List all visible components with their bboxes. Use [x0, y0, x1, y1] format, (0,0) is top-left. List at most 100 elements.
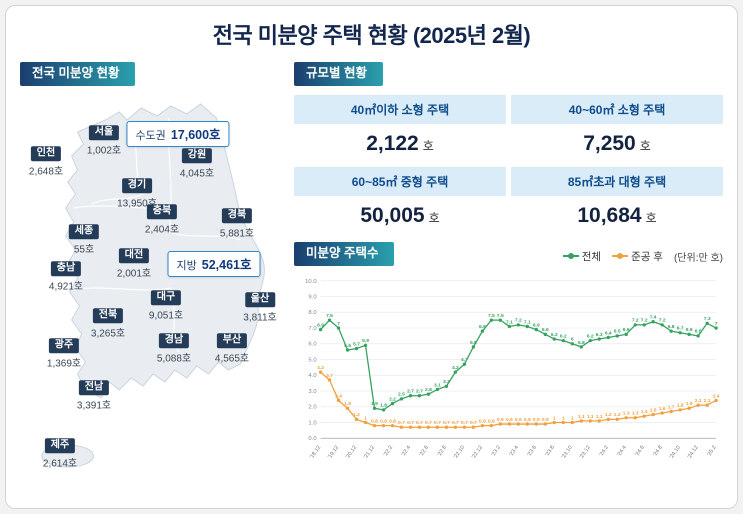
- region-name-chip: 울산: [244, 292, 276, 308]
- svg-text:1.2: 1.2: [353, 412, 360, 418]
- region-daejeon: 대전 2,001호: [117, 248, 151, 280]
- local-total-label: 지방: [176, 259, 197, 272]
- chart-panel: 미분양 주택수 전체 준공 후 (단위:만 호) 0.0 1.0 2.0 3.0 4.: [294, 241, 723, 482]
- region-busan: 부산 4,565호: [215, 333, 249, 365]
- svg-text:7.3: 7.3: [704, 316, 711, 322]
- region-name-chip: 인천: [30, 146, 62, 162]
- svg-text:'21.12: '21.12: [363, 444, 376, 459]
- svg-text:1.4: 1.4: [641, 409, 648, 415]
- region-value: 2,404호: [144, 224, 180, 236]
- svg-text:2.5: 2.5: [398, 391, 405, 397]
- korea-map: 수도권 17,600호 지방 52,461호 서울 1,002호 인천 2,64…: [20, 90, 282, 490]
- svg-text:1.7: 1.7: [668, 404, 675, 410]
- svg-text:7.2: 7.2: [659, 317, 666, 323]
- svg-text:6.6: 6.6: [623, 327, 630, 333]
- size-cell-40to60: 40~60㎡ 소형 주택 7,250 호: [511, 94, 723, 158]
- region-value: 3,811호: [243, 312, 277, 324]
- svg-text:0.7: 0.7: [443, 420, 450, 426]
- region-name-chip: 강원: [181, 148, 213, 164]
- region-name-chip: 경북: [221, 208, 253, 224]
- svg-text:5.8: 5.8: [578, 339, 585, 345]
- svg-text:0.7: 0.7: [461, 420, 468, 426]
- svg-text:1: 1: [553, 415, 556, 421]
- svg-text:7: 7: [715, 320, 718, 326]
- region-sejong: 세종 55호: [68, 224, 100, 256]
- region-value: 55호: [73, 244, 95, 256]
- svg-text:5.9: 5.9: [362, 338, 369, 344]
- size-cell-60to85: 60~85㎡ 중형 주택 50,005 호: [294, 166, 506, 230]
- svg-text:'20.12: '20.12: [345, 444, 358, 459]
- size-cell-label: 40㎡이하 소형 주택: [294, 94, 506, 124]
- size-unit: 호: [645, 210, 657, 225]
- svg-text:0.8: 0.8: [488, 418, 495, 424]
- size-unit: 호: [422, 138, 434, 153]
- local-total-value: 52,461호: [201, 257, 252, 272]
- svg-text:7.2: 7.2: [632, 317, 639, 323]
- svg-text:6.0: 6.0: [308, 341, 317, 347]
- svg-text:4.0: 4.0: [308, 373, 317, 379]
- svg-text:6.2: 6.2: [587, 333, 594, 339]
- region-value: 4,565호: [214, 353, 250, 365]
- svg-text:6.8: 6.8: [668, 324, 675, 330]
- size-number: 10,684: [577, 203, 642, 227]
- chart-unit-note: (단위:만 호): [673, 252, 723, 264]
- svg-text:6.4: 6.4: [605, 330, 612, 336]
- svg-text:'23.6: '23.6: [526, 444, 538, 457]
- region-value: 3,265호: [90, 328, 126, 340]
- province-border-lines: [71, 117, 241, 353]
- svg-text:6.5: 6.5: [695, 328, 702, 334]
- line-dot-marker-icon: [562, 252, 579, 260]
- svg-text:6.2: 6.2: [560, 333, 567, 339]
- svg-text:10.0: 10.0: [305, 278, 317, 284]
- svg-text:6.5: 6.5: [614, 328, 621, 334]
- region-value: 5,088호: [156, 353, 192, 365]
- svg-text:0.7: 0.7: [470, 420, 477, 426]
- svg-text:6.3: 6.3: [551, 331, 558, 337]
- svg-text:'19.12: '19.12: [327, 444, 340, 459]
- svg-text:'24.4: '24.4: [616, 444, 628, 457]
- capital-total-value: 17,600호: [170, 127, 221, 142]
- content: 전국 미분양 현황 수도권 17,600호 지방 52,461호 서울: [6, 50, 737, 490]
- svg-text:2.2: 2.2: [389, 396, 396, 402]
- svg-text:'22.2: '22.2: [383, 444, 395, 457]
- size-unit: 호: [428, 210, 440, 225]
- local-total-box: 지방 52,461호: [167, 250, 261, 277]
- svg-text:'23.8: '23.8: [544, 444, 556, 457]
- svg-text:0.7: 0.7: [434, 420, 441, 426]
- size-panel-header: 규모별 현황: [294, 62, 383, 86]
- size-panel: 규모별 현황 40㎡이하 소형 주택 2,122 호 40~60㎡ 소형 주택 7…: [294, 62, 723, 230]
- region-gangwon: 강원 4,045호: [180, 148, 214, 180]
- unsold-housing-line-chart: 0.0 1.0 2.0 3.0 4.0 5.0 6.0 7.0 8.0 9.0 10.0 '18.12…: [305, 278, 720, 459]
- svg-text:'22.4: '22.4: [401, 444, 413, 457]
- svg-text:6.3: 6.3: [596, 331, 603, 337]
- region-name-chip: 부산: [216, 333, 248, 349]
- svg-text:0.8: 0.8: [380, 418, 387, 424]
- svg-text:4.2: 4.2: [317, 364, 324, 370]
- svg-text:1: 1: [571, 415, 574, 421]
- region-name-chip: 제주: [44, 438, 76, 454]
- region-name-chip: 세종: [68, 224, 100, 240]
- size-cell-value: 50,005 호: [294, 196, 506, 230]
- svg-text:1.9: 1.9: [371, 401, 378, 407]
- svg-text:0.9: 0.9: [515, 416, 522, 422]
- svg-text:6: 6: [571, 336, 574, 342]
- region-value: 5,881호: [219, 228, 255, 240]
- svg-text:'24.8: '24.8: [652, 444, 664, 457]
- svg-text:6.9: 6.9: [317, 322, 324, 328]
- right-column: 규모별 현황 40㎡이하 소형 주택 2,122 호 40~60㎡ 소형 주택 7…: [294, 62, 723, 490]
- region-value: 1,002호: [86, 145, 122, 157]
- svg-text:3.7: 3.7: [326, 372, 333, 378]
- region-name-chip: 경남: [158, 333, 190, 349]
- svg-text:7.1: 7.1: [506, 319, 513, 325]
- size-cell-label: 85㎡초과 대형 주택: [511, 166, 723, 196]
- svg-text:'22.6: '22.6: [418, 444, 430, 457]
- svg-text:0.0: 0.0: [308, 436, 317, 442]
- region-incheon: 인천 2,648호: [29, 146, 63, 178]
- svg-text:0.8: 0.8: [371, 418, 378, 424]
- page-title: 전국 미분양 주택 현황 (2025년 2월): [212, 23, 531, 48]
- svg-text:0.9: 0.9: [524, 416, 531, 422]
- svg-text:1.1: 1.1: [596, 413, 603, 419]
- svg-text:2.4: 2.4: [335, 393, 342, 399]
- size-unit: 호: [639, 138, 651, 153]
- region-value: 2,614호: [42, 458, 78, 470]
